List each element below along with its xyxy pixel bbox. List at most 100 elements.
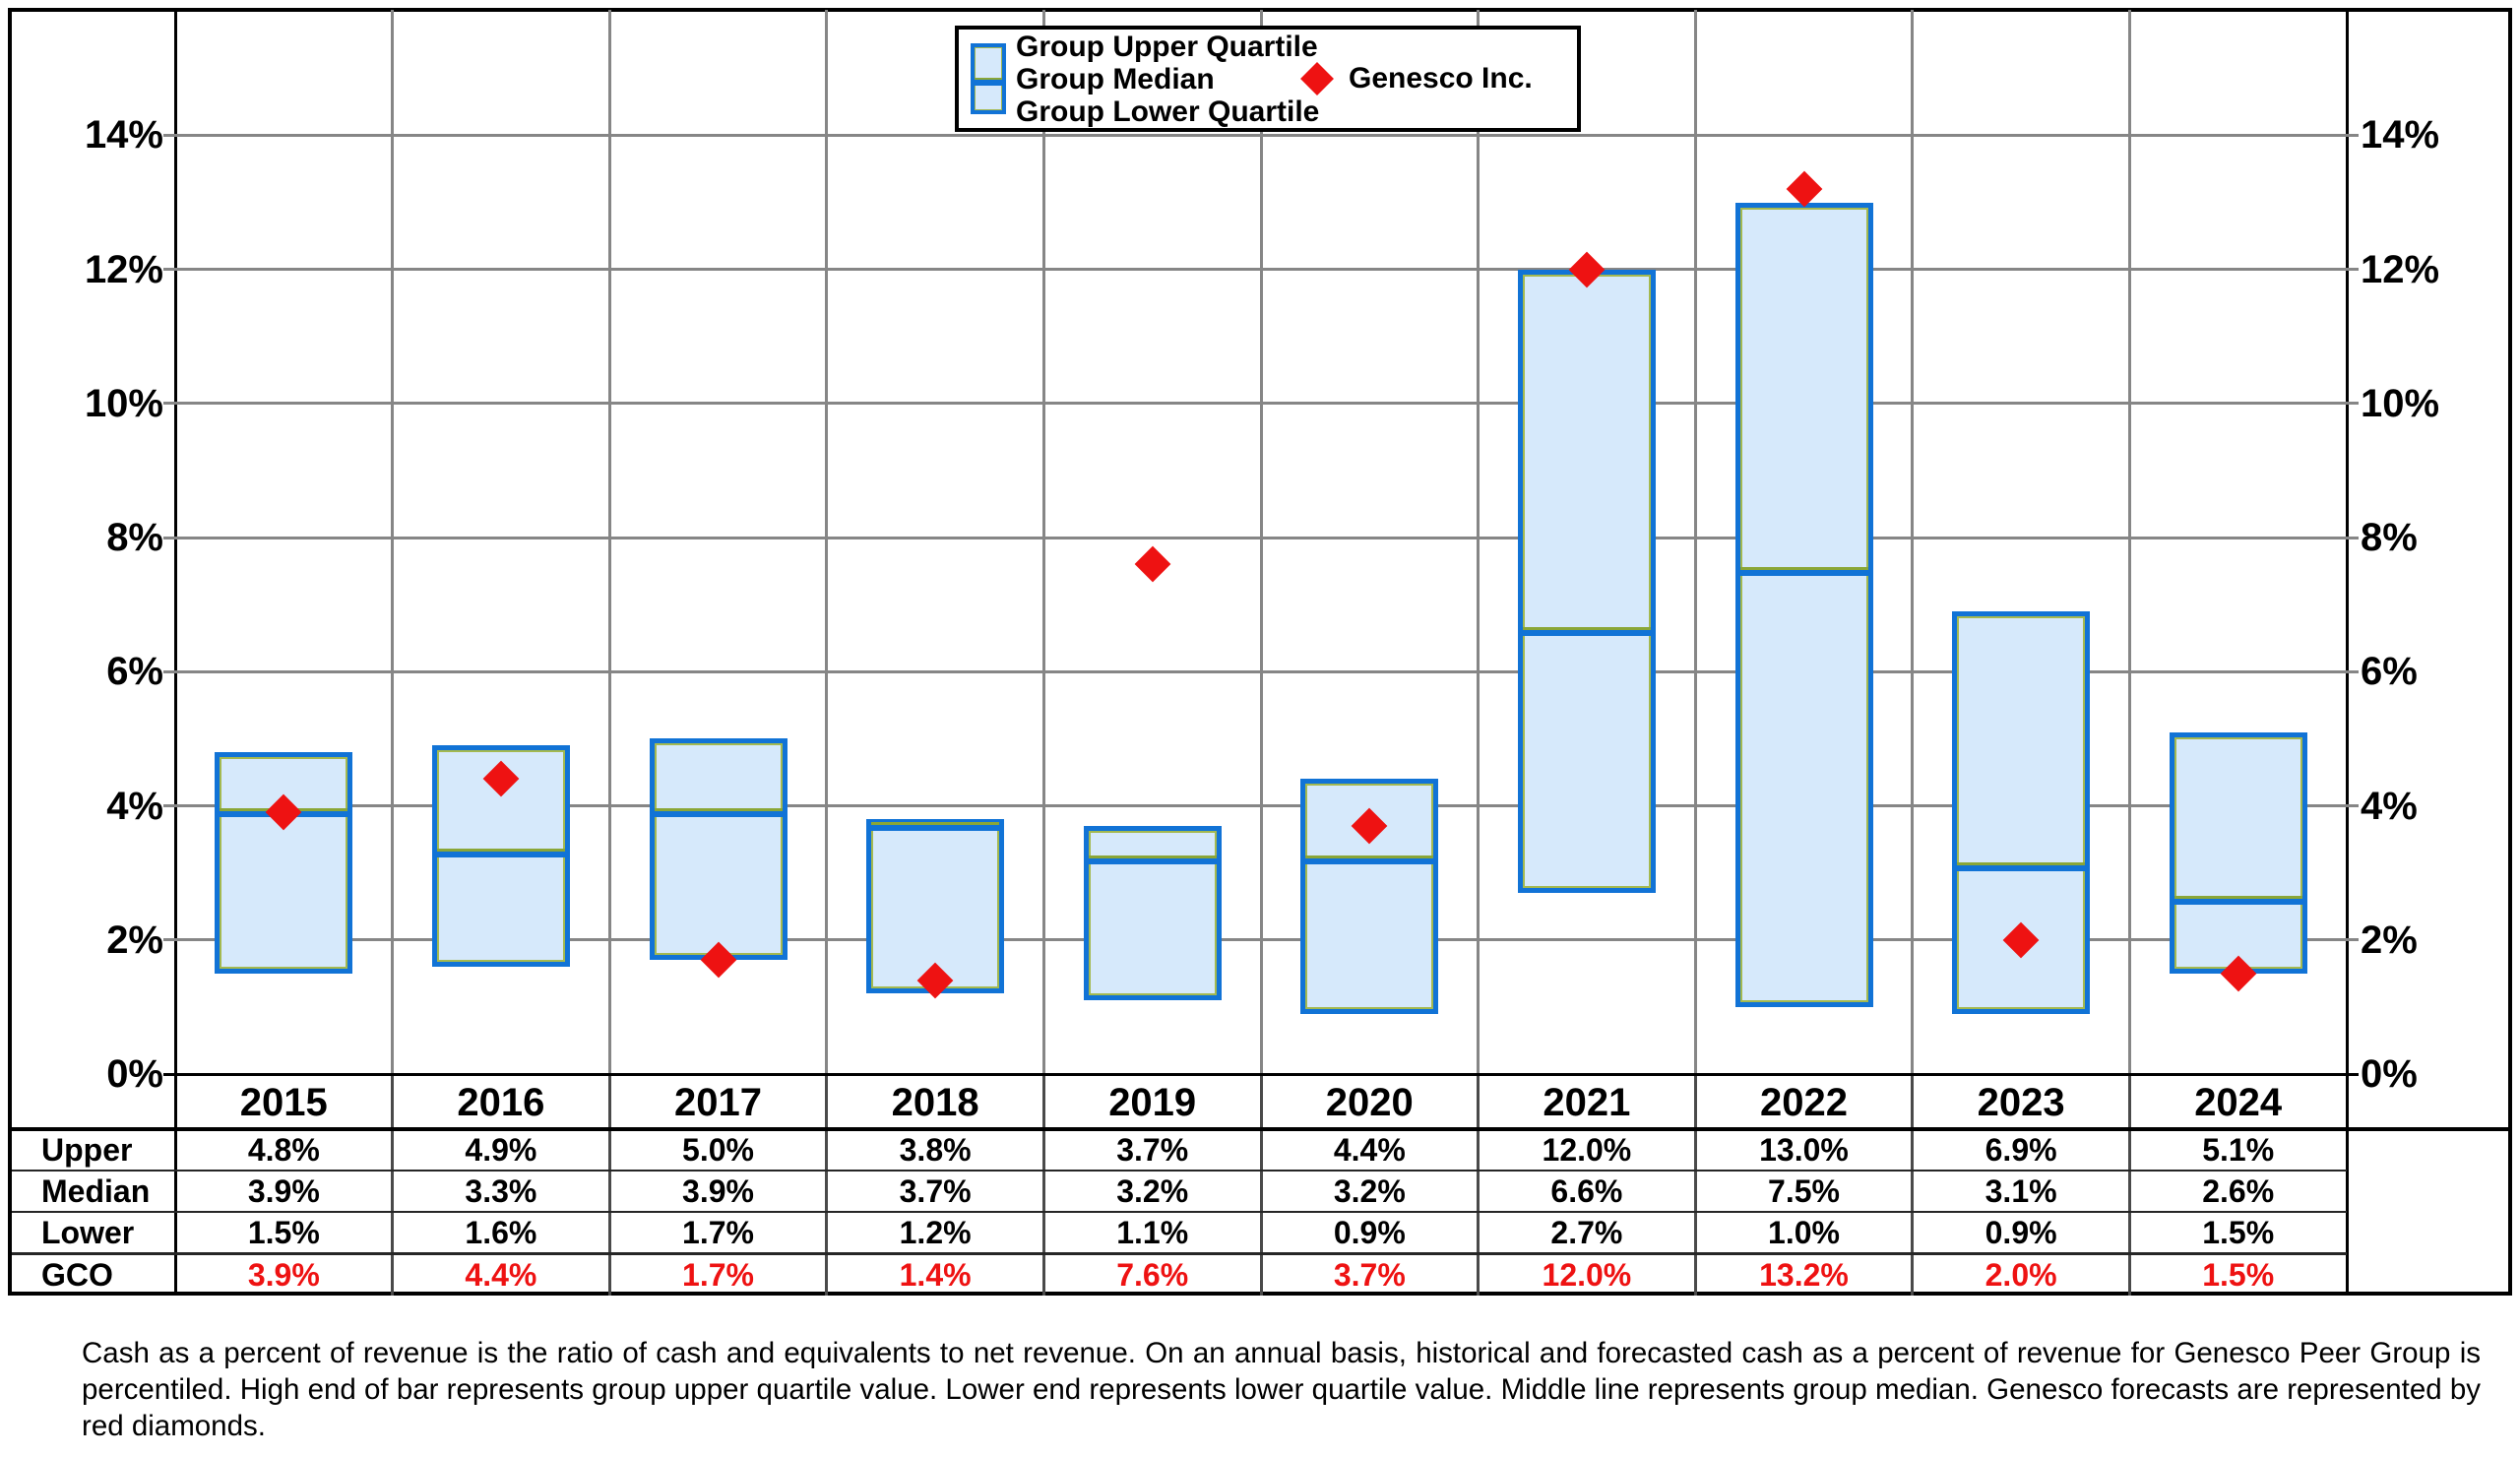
- table-cell: 3.9%: [247, 1173, 320, 1209]
- table-row-header: GCO: [41, 1256, 113, 1293]
- plot-edge-line: [173, 8, 177, 1296]
- quartile-bar: [215, 752, 353, 974]
- y-axis-label-left: 2%: [106, 918, 163, 962]
- gridline-vertical: [607, 10, 611, 1074]
- table-cell: 3.3%: [465, 1173, 537, 1209]
- table-cell: 2.6%: [2202, 1173, 2275, 1209]
- y-axis-label-right: 10%: [2361, 381, 2440, 425]
- legend-label-upper-quartile: Group Upper Quartile: [1016, 31, 1318, 63]
- table-cell: 1.7%: [682, 1215, 754, 1250]
- y-axis-label-right: 12%: [2361, 247, 2440, 291]
- y-axis-label-left: 12%: [84, 247, 163, 291]
- gridline-vertical: [1259, 10, 1263, 1074]
- quartile-bar: [2169, 731, 2307, 974]
- y-axis-label-left: 0%: [106, 1052, 163, 1096]
- legend: Group Upper Quartile Group Median Group …: [955, 26, 1581, 132]
- table-cell: 1.0%: [1768, 1215, 1840, 1250]
- median-line: [1088, 855, 1217, 865]
- table-cell: 4.4%: [1333, 1132, 1406, 1168]
- year-label: 2019: [1108, 1081, 1197, 1124]
- y-axis-label-right: 2%: [2361, 918, 2418, 962]
- table-cell: 6.6%: [1550, 1173, 1623, 1209]
- table-cell: 3.1%: [1984, 1173, 2057, 1209]
- y-axis-label-right: 4%: [2361, 784, 2418, 828]
- gridline-horizontal: [163, 268, 2359, 272]
- table-cell: 5.0%: [682, 1132, 754, 1168]
- median-line: [1739, 567, 1868, 577]
- table-cell: 3.9%: [682, 1173, 754, 1209]
- year-label: 2022: [1759, 1081, 1848, 1124]
- table-cell: 1.5%: [2202, 1256, 2275, 1293]
- y-axis-label-right: 0%: [2361, 1052, 2418, 1096]
- table-cell: 1.5%: [2202, 1215, 2275, 1250]
- quartile-bar: [1734, 202, 1873, 1007]
- y-axis-label-right: 6%: [2361, 650, 2418, 694]
- table-column-separator: [1911, 1074, 1915, 1296]
- table-cell: 3.9%: [247, 1256, 320, 1293]
- table-column-separator: [1693, 1074, 1697, 1296]
- table-cell: 13.0%: [1759, 1132, 1849, 1168]
- table-column-separator: [1477, 1074, 1480, 1296]
- gridline-horizontal: [163, 133, 2359, 137]
- x-axis-line: [163, 1072, 2359, 1076]
- y-axis-label-left: 8%: [106, 516, 163, 560]
- median-line: [654, 808, 783, 818]
- table-column-separator: [1259, 1074, 1263, 1296]
- table-cell: 3.7%: [899, 1173, 972, 1209]
- legend-label-genesco: Genesco Inc.: [1349, 62, 1533, 95]
- table-cell: 4.9%: [465, 1132, 537, 1168]
- year-label: 2024: [2194, 1081, 2283, 1124]
- table-cell: 0.9%: [1333, 1215, 1406, 1250]
- footnote: Cash as a percent of revenue is the rati…: [82, 1337, 2481, 1442]
- table-column-separator: [607, 1074, 611, 1296]
- y-axis-label-left: 6%: [106, 650, 163, 694]
- y-axis-label-right: 8%: [2361, 516, 2418, 560]
- gridline-horizontal: [163, 402, 2359, 406]
- legend-label-lower-quartile: Group Lower Quartile: [1016, 95, 1320, 128]
- legend-median-line-icon: [975, 78, 1002, 86]
- gridline-vertical: [825, 10, 829, 1074]
- table-top-rule: [8, 1127, 2512, 1131]
- year-label: 2017: [673, 1081, 762, 1124]
- table-cell: 5.1%: [2202, 1132, 2275, 1168]
- table-cell: 2.7%: [1550, 1215, 1623, 1250]
- y-axis-label-right: 14%: [2361, 113, 2440, 158]
- legend-labels-group: Group Upper Quartile Group Median Group …: [1016, 31, 1319, 128]
- table-column-separator: [825, 1074, 829, 1296]
- table-row-separator: [12, 1170, 2347, 1172]
- table-cell: 1.4%: [899, 1256, 972, 1293]
- quartile-bar: [1083, 825, 1222, 1001]
- year-label: 2015: [239, 1081, 328, 1124]
- quartile-bar: [1517, 269, 1656, 894]
- gridline-horizontal: [163, 669, 2359, 673]
- quartile-bar: [649, 738, 788, 961]
- table-cell: 1.6%: [465, 1215, 537, 1250]
- table-cell: 7.6%: [1116, 1256, 1189, 1293]
- y-axis-label-left: 10%: [84, 381, 163, 425]
- year-label: 2021: [1543, 1081, 1631, 1124]
- gridline-vertical: [1693, 10, 1697, 1074]
- table-row-separator: [12, 1251, 2347, 1255]
- table-row-header: Lower: [41, 1215, 135, 1250]
- table-cell: 1.2%: [899, 1215, 972, 1250]
- table-cell: 3.8%: [899, 1132, 972, 1168]
- median-line: [1522, 627, 1651, 637]
- table-column-separator: [391, 1074, 395, 1296]
- y-axis-label-left: 14%: [84, 113, 163, 158]
- year-label: 2016: [457, 1081, 545, 1124]
- genesco-diamond-icon: [1134, 545, 1171, 583]
- table-cell: 3.2%: [1116, 1173, 1189, 1209]
- plot-edge-line: [2345, 8, 2349, 1296]
- year-label: 2020: [1325, 1081, 1414, 1124]
- table-cell: 0.9%: [1984, 1215, 2057, 1250]
- table-cell: 1.1%: [1116, 1215, 1189, 1250]
- table-cell: 4.4%: [465, 1256, 537, 1293]
- median-line: [1957, 861, 2086, 871]
- y-axis-label-left: 4%: [106, 784, 163, 828]
- table-cell: 12.0%: [1542, 1256, 1632, 1293]
- gridline-vertical: [1477, 10, 1480, 1074]
- year-label: 2018: [891, 1081, 979, 1124]
- table-cell: 12.0%: [1542, 1132, 1632, 1168]
